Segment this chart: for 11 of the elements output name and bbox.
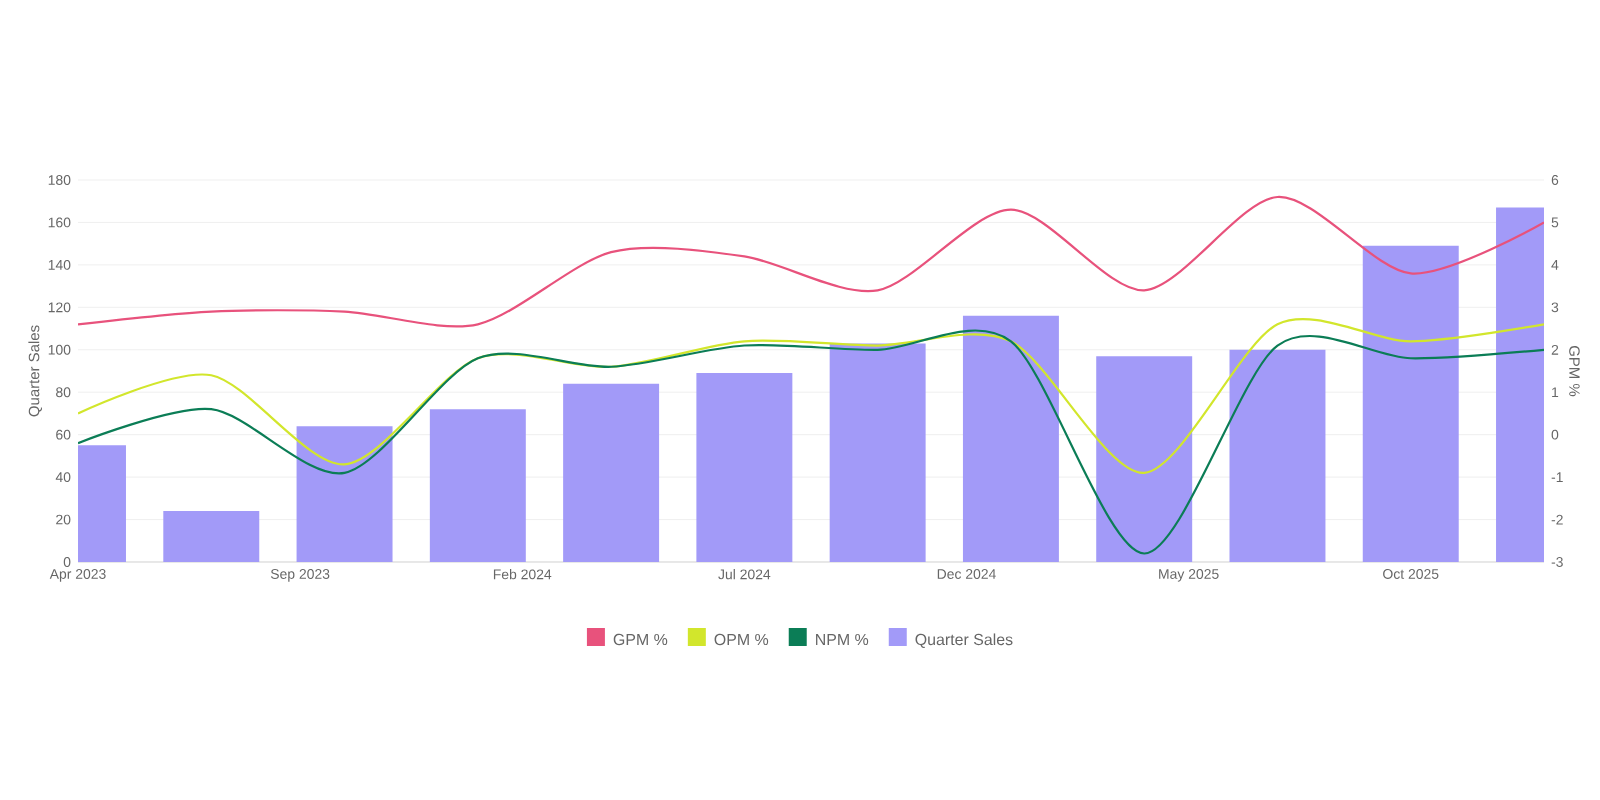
bar [163,511,260,562]
bar [696,373,793,562]
bar [1096,356,1193,562]
bar [563,383,660,562]
bar [1229,349,1326,562]
bar [296,426,393,562]
bar [962,315,1059,562]
bar [1362,245,1459,562]
bar [829,343,926,562]
line-series [78,195,1545,328]
bar [429,409,526,562]
